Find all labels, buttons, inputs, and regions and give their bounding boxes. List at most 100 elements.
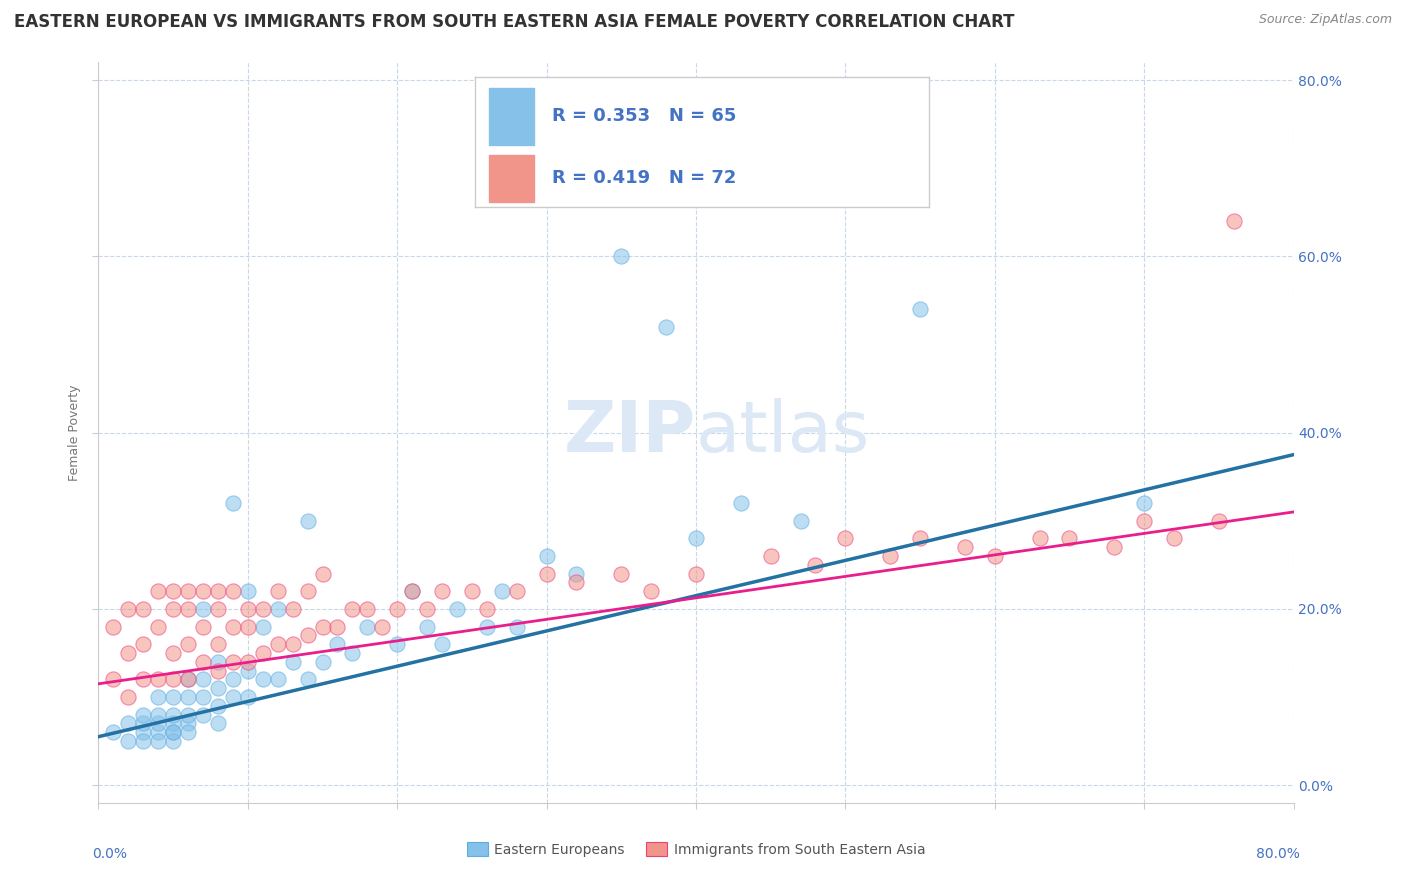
Point bbox=[565, 575, 588, 590]
Point bbox=[311, 619, 333, 633]
Point bbox=[148, 725, 170, 739]
Point bbox=[191, 690, 214, 704]
Point bbox=[207, 664, 229, 678]
Text: EASTERN EUROPEAN VS IMMIGRANTS FROM SOUTH EASTERN ASIA FEMALE POVERTY CORRELATIO: EASTERN EUROPEAN VS IMMIGRANTS FROM SOUT… bbox=[14, 13, 1015, 31]
Point bbox=[117, 690, 139, 704]
Point bbox=[222, 673, 245, 687]
Point bbox=[177, 673, 200, 687]
Point bbox=[162, 734, 184, 748]
Point bbox=[207, 584, 229, 599]
Point bbox=[953, 540, 976, 554]
Point bbox=[311, 566, 333, 581]
Point bbox=[103, 673, 125, 687]
Y-axis label: Female Poverty: Female Poverty bbox=[67, 384, 82, 481]
Point bbox=[281, 655, 304, 669]
Point bbox=[177, 725, 200, 739]
Point bbox=[446, 602, 468, 616]
Point bbox=[1208, 514, 1230, 528]
Point bbox=[132, 725, 155, 739]
Point bbox=[730, 496, 752, 510]
Point bbox=[252, 619, 274, 633]
Point bbox=[132, 734, 155, 748]
Point bbox=[236, 619, 259, 633]
Point bbox=[1223, 214, 1246, 228]
Point bbox=[207, 655, 229, 669]
Point bbox=[132, 673, 155, 687]
Point bbox=[1133, 496, 1156, 510]
Point bbox=[491, 584, 513, 599]
Point bbox=[117, 716, 139, 731]
Point bbox=[789, 514, 811, 528]
Point bbox=[148, 734, 170, 748]
Point bbox=[908, 302, 931, 317]
Point bbox=[207, 637, 229, 651]
Point bbox=[191, 707, 214, 722]
Point bbox=[103, 725, 125, 739]
Point bbox=[117, 734, 139, 748]
Point bbox=[326, 637, 349, 651]
Point bbox=[207, 698, 229, 713]
Point bbox=[655, 319, 678, 334]
Point bbox=[267, 602, 290, 616]
Point bbox=[401, 584, 423, 599]
Point bbox=[162, 690, 184, 704]
Point bbox=[640, 584, 662, 599]
Point bbox=[236, 584, 259, 599]
Point bbox=[162, 725, 184, 739]
Point bbox=[1028, 532, 1050, 546]
Point bbox=[1163, 532, 1185, 546]
Point bbox=[177, 690, 200, 704]
Point bbox=[311, 655, 333, 669]
Point bbox=[1133, 514, 1156, 528]
Legend: Eastern Europeans, Immigrants from South Eastern Asia: Eastern Europeans, Immigrants from South… bbox=[461, 837, 931, 863]
Point bbox=[177, 716, 200, 731]
Text: Source: ZipAtlas.com: Source: ZipAtlas.com bbox=[1258, 13, 1392, 27]
Point bbox=[162, 716, 184, 731]
Point bbox=[685, 532, 707, 546]
Point bbox=[222, 690, 245, 704]
Point bbox=[222, 496, 245, 510]
Point bbox=[148, 584, 170, 599]
Point bbox=[356, 602, 378, 616]
Point bbox=[267, 673, 290, 687]
Point bbox=[162, 584, 184, 599]
Point bbox=[191, 673, 214, 687]
Point bbox=[297, 628, 319, 642]
Point bbox=[416, 602, 439, 616]
Point bbox=[506, 619, 529, 633]
Point bbox=[461, 584, 484, 599]
Point bbox=[610, 249, 633, 263]
Text: 80.0%: 80.0% bbox=[1256, 847, 1299, 861]
Point bbox=[191, 619, 214, 633]
Point bbox=[148, 673, 170, 687]
Point bbox=[252, 673, 274, 687]
Point bbox=[117, 602, 139, 616]
Point bbox=[430, 637, 453, 651]
Point bbox=[177, 584, 200, 599]
Point bbox=[536, 549, 558, 563]
Point bbox=[908, 532, 931, 546]
Point bbox=[610, 566, 633, 581]
Point bbox=[759, 549, 782, 563]
Point bbox=[191, 655, 214, 669]
Point bbox=[984, 549, 1007, 563]
Point bbox=[342, 646, 364, 660]
Point bbox=[162, 673, 184, 687]
Point bbox=[191, 584, 214, 599]
Point bbox=[1059, 532, 1081, 546]
Point bbox=[222, 619, 245, 633]
Point bbox=[281, 602, 304, 616]
Point bbox=[207, 602, 229, 616]
Point bbox=[148, 707, 170, 722]
Point bbox=[401, 584, 423, 599]
Point bbox=[132, 637, 155, 651]
Point bbox=[177, 602, 200, 616]
Point bbox=[267, 637, 290, 651]
Point bbox=[236, 690, 259, 704]
Point bbox=[879, 549, 901, 563]
Point bbox=[1104, 540, 1126, 554]
Text: atlas: atlas bbox=[696, 398, 870, 467]
Point bbox=[385, 602, 409, 616]
Point bbox=[222, 584, 245, 599]
Point bbox=[685, 566, 707, 581]
